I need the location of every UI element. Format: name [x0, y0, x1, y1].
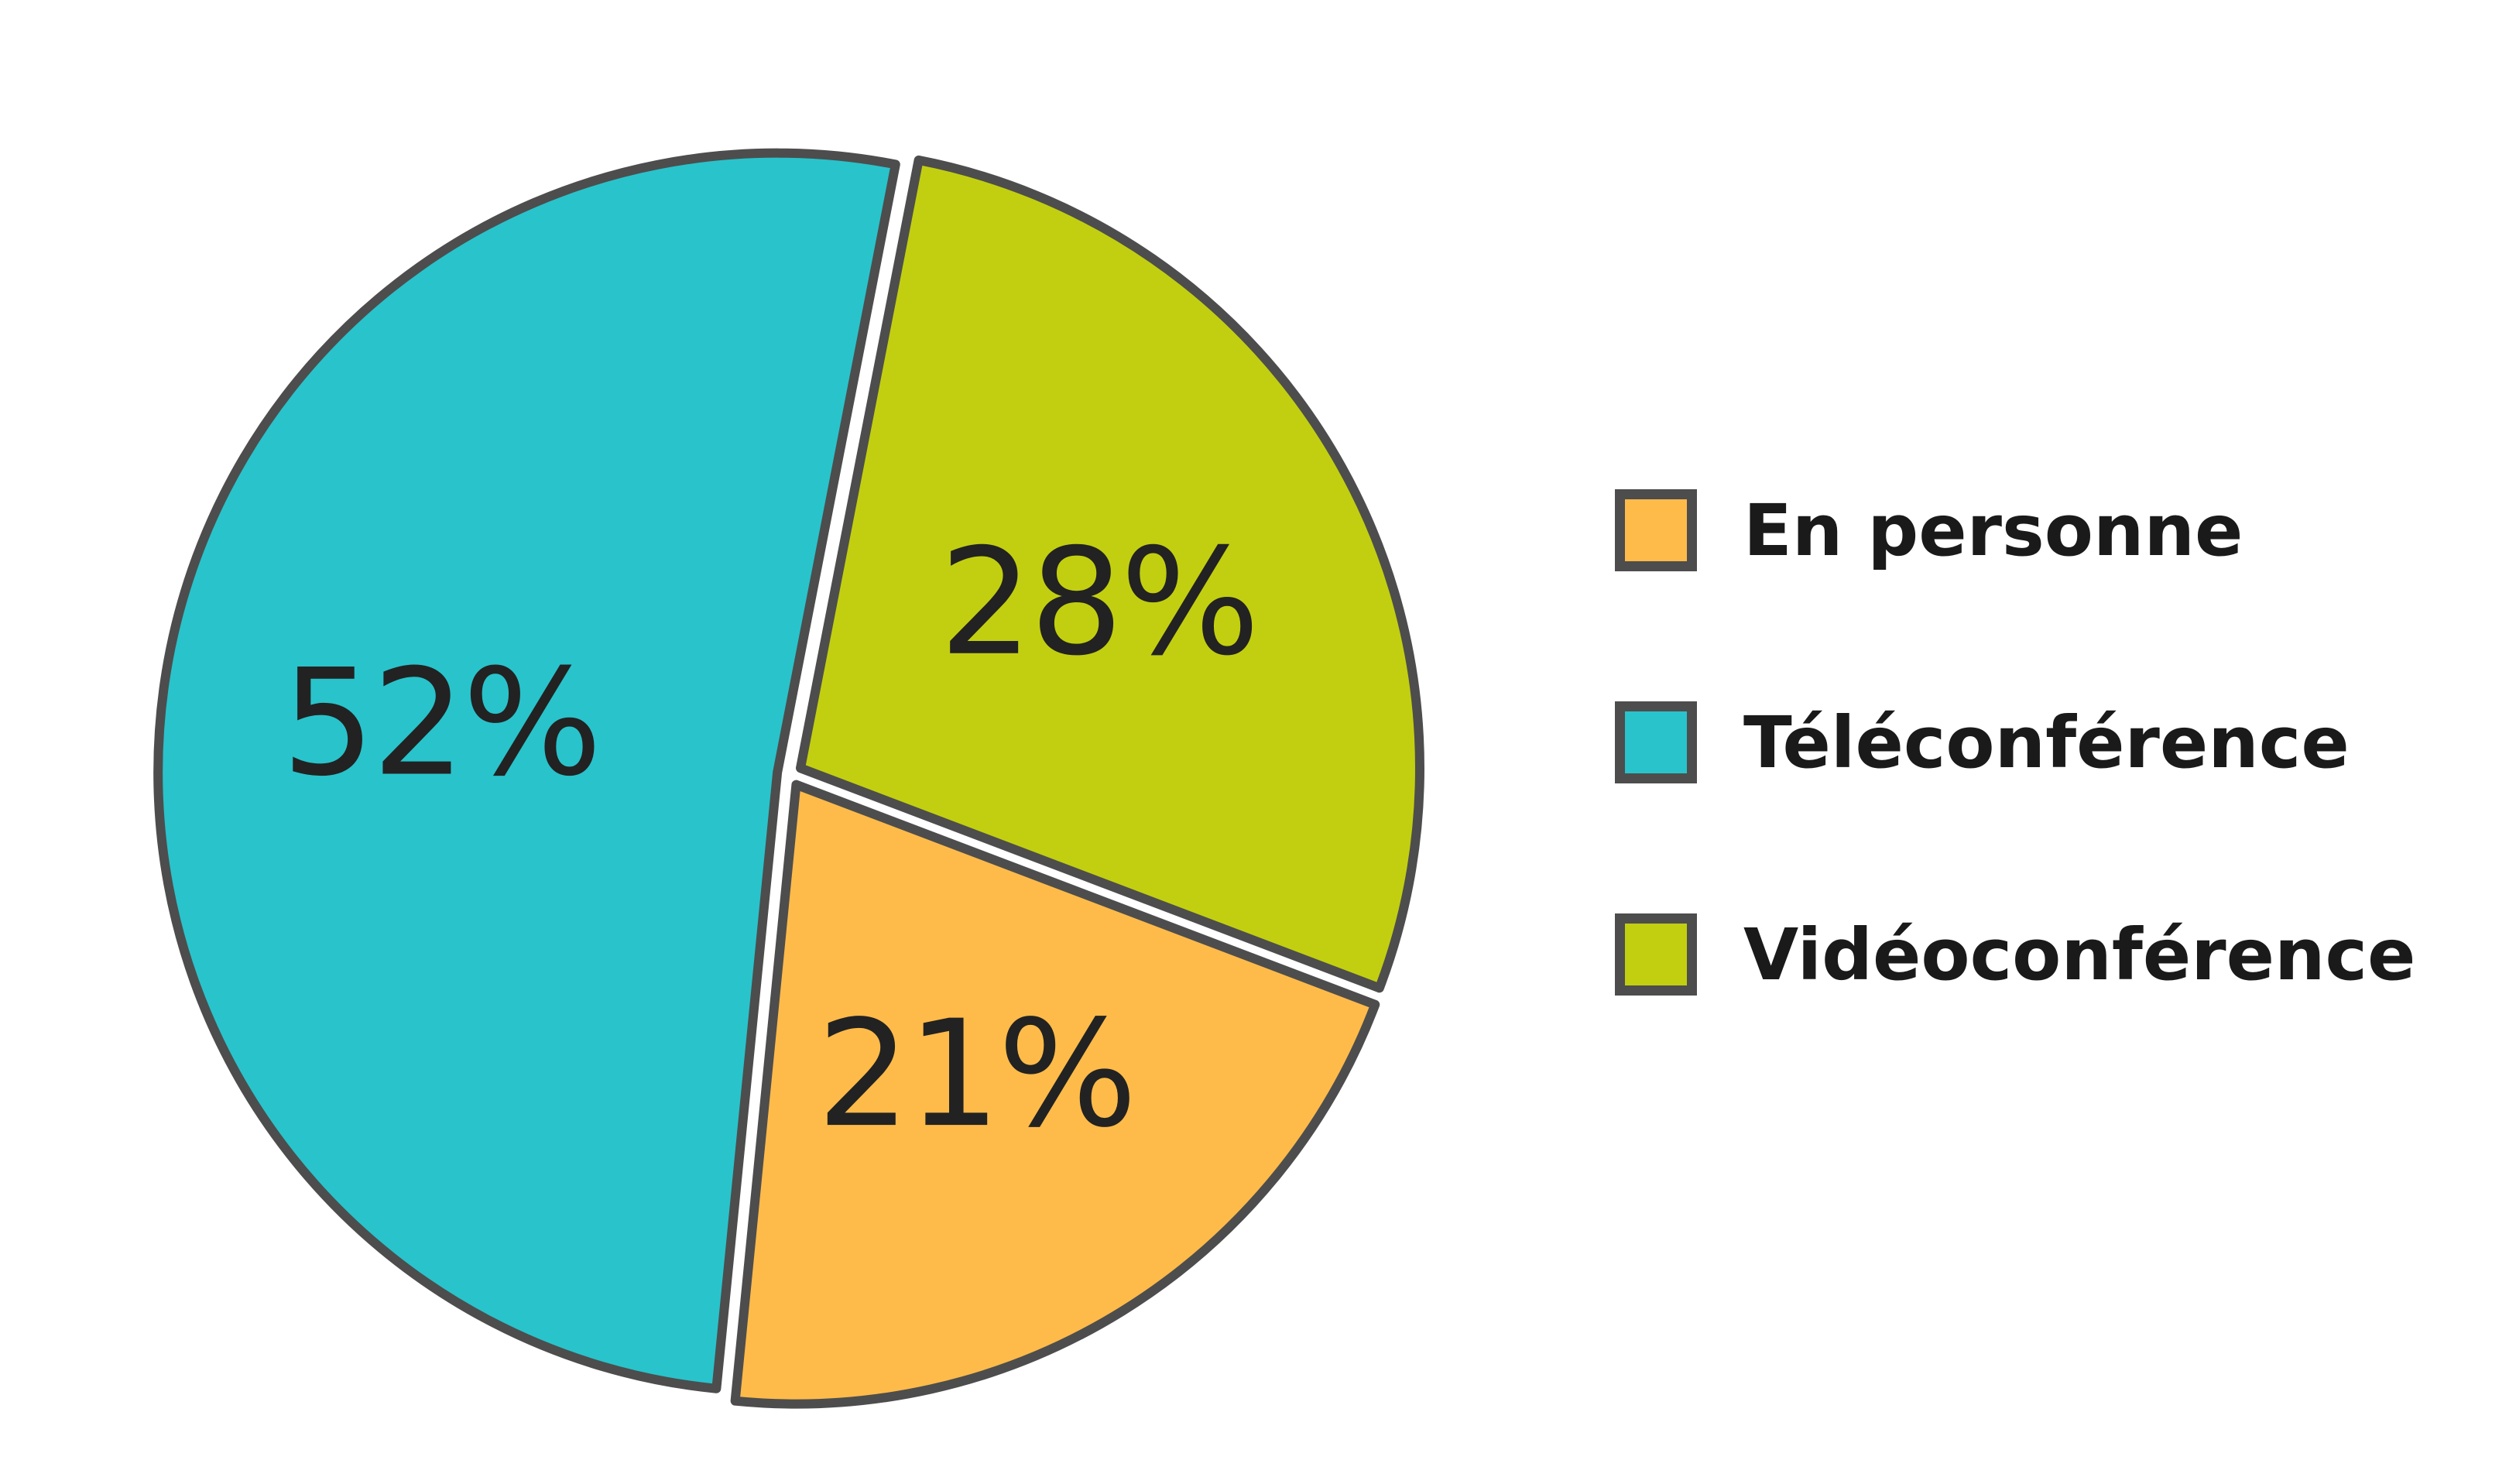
legend-label-en-personne: En personne	[1743, 488, 2243, 572]
pie-slice-labels: 28% 21% 52%	[282, 517, 1260, 1160]
legend-item-teleconference: Téléconférence	[1615, 692, 2466, 793]
pie-slice-videoconference	[795, 155, 1424, 993]
legend-swatch-videoconference	[1615, 913, 1697, 996]
legend-item-en-personne: En personne	[1615, 480, 2466, 581]
pie-slices	[153, 148, 1424, 1409]
legend-label-teleconference: Téléconférence	[1743, 701, 2350, 784]
pie-slice-en-personne	[730, 780, 1380, 1409]
pie-slice-label: 28%	[939, 517, 1256, 688]
pie-slice-label: 52%	[282, 637, 599, 808]
pie-slice-label: 21%	[817, 989, 1134, 1160]
pie-slice-teleconference	[153, 148, 900, 1393]
legend: En personne Téléconférence Vidéoconféren…	[1615, 480, 2466, 1005]
legend-swatch-en-personne	[1615, 489, 1697, 571]
legend-item-videoconference: Vidéoconférence	[1615, 904, 2466, 1005]
legend-swatch-teleconference	[1615, 701, 1697, 783]
legend-label-videoconference: Vidéoconférence	[1743, 913, 2416, 996]
